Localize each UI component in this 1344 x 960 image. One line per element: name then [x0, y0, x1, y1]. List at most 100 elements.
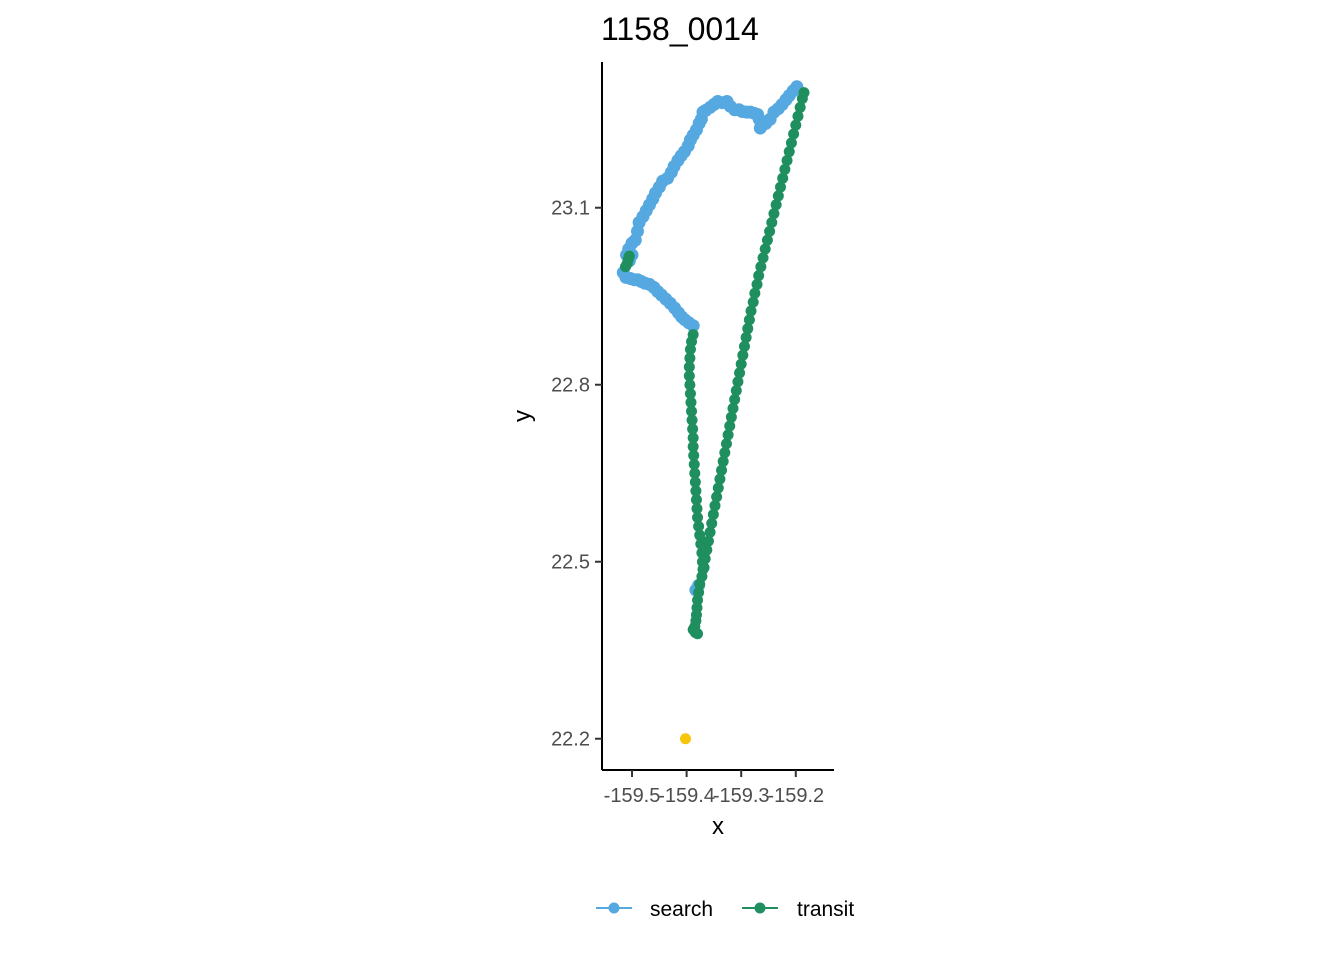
transit-point [747, 296, 759, 308]
transit-point [683, 370, 695, 382]
legend-key-transit-dot [754, 902, 766, 914]
transit-point [764, 225, 776, 237]
y-tick-label: 22.8 [551, 375, 590, 397]
transit-point [685, 396, 697, 408]
transit-point [711, 491, 723, 503]
series-2-point [680, 733, 692, 745]
transit-point [724, 420, 736, 432]
transit-point [686, 405, 698, 417]
transit-point [781, 155, 793, 167]
transit-point [623, 250, 635, 262]
x-axis-ticks: -159.5-159.4-159.3-159.2 [604, 770, 824, 807]
transit-point [707, 509, 719, 521]
transit-point [712, 482, 724, 494]
transit-point [725, 411, 737, 423]
legend: search transit [596, 898, 854, 921]
y-axis-ticks: 22.2 22.5 22.8 23.1 [551, 198, 602, 751]
transit-point [766, 216, 778, 228]
transit-point [686, 414, 698, 426]
transit-point [749, 287, 761, 299]
plot-points [616, 80, 810, 745]
transit-point [722, 429, 734, 441]
transit-point [732, 376, 744, 388]
transit-point [689, 476, 701, 488]
legend-key-search-dot [608, 902, 620, 914]
transit-point [706, 517, 718, 529]
transit-point [717, 455, 729, 467]
x-tick-label: -159.4 [658, 785, 715, 807]
transit-point [693, 520, 705, 532]
transit-point [683, 361, 695, 373]
transit-point [743, 314, 755, 326]
transit-point [785, 137, 797, 149]
transit-point [687, 423, 699, 435]
transit-point [788, 128, 800, 140]
transit-point [753, 270, 765, 282]
transit-point [777, 172, 789, 184]
transit-point [688, 450, 700, 462]
y-tick-label: 22.5 [551, 552, 590, 574]
transit-point [701, 544, 713, 556]
transit-point [792, 110, 804, 122]
x-tick-label: -159.2 [767, 785, 824, 807]
transit-point [688, 458, 700, 470]
transit-point [714, 473, 726, 485]
transit-point [720, 438, 732, 450]
transit-point [761, 234, 773, 246]
transit-point [779, 163, 791, 175]
transit-point [694, 578, 706, 590]
transit-point [730, 385, 742, 397]
transit-point [687, 432, 699, 444]
transit-point [684, 379, 696, 391]
transit-point [735, 358, 747, 370]
transit-point [737, 349, 749, 361]
transit-point [704, 526, 716, 538]
transit-point [687, 441, 699, 453]
transit-point [689, 467, 701, 479]
transit-point [742, 323, 754, 335]
transit-point [684, 343, 696, 355]
transit-point [755, 261, 767, 273]
transit-point [690, 494, 702, 506]
transit-point [751, 278, 763, 290]
transit-point [719, 447, 731, 459]
transit-point [692, 628, 704, 640]
x-tick-label: -159.3 [713, 785, 770, 807]
transit-point [770, 199, 782, 211]
transit-point [709, 500, 721, 512]
chart-title: 1158_0014 [601, 11, 759, 47]
transit-point [691, 503, 703, 515]
legend-label-transit: transit [797, 898, 854, 921]
transit-point [794, 101, 806, 113]
transit-point [757, 252, 769, 264]
transit-point [740, 332, 752, 344]
search-point [686, 319, 700, 333]
x-tick-label: -159.5 [604, 785, 661, 807]
transit-point [775, 181, 786, 193]
transit-point [698, 562, 710, 574]
transit-point [729, 393, 741, 405]
transit-point [738, 340, 750, 352]
transit-point [734, 367, 746, 379]
transit-point [684, 388, 696, 400]
transit-point [768, 208, 780, 220]
transit-point [716, 464, 728, 476]
transit-point [759, 243, 771, 255]
x-axis-title: x [712, 813, 724, 840]
transit-point [790, 119, 802, 131]
transit-point [745, 305, 757, 317]
transit-point [727, 402, 739, 414]
transit-point [772, 190, 784, 202]
transit-point [798, 87, 810, 99]
transit-point [783, 146, 795, 158]
y-tick-label: 23.1 [551, 198, 590, 220]
transit-point [684, 352, 696, 364]
transit-point [690, 485, 702, 497]
y-axis-title: y [509, 410, 536, 422]
transit-point [692, 511, 704, 523]
transit-point [694, 529, 706, 541]
transit-point [699, 553, 711, 565]
transit-point [702, 535, 714, 547]
y-tick-label: 22.2 [551, 729, 590, 751]
